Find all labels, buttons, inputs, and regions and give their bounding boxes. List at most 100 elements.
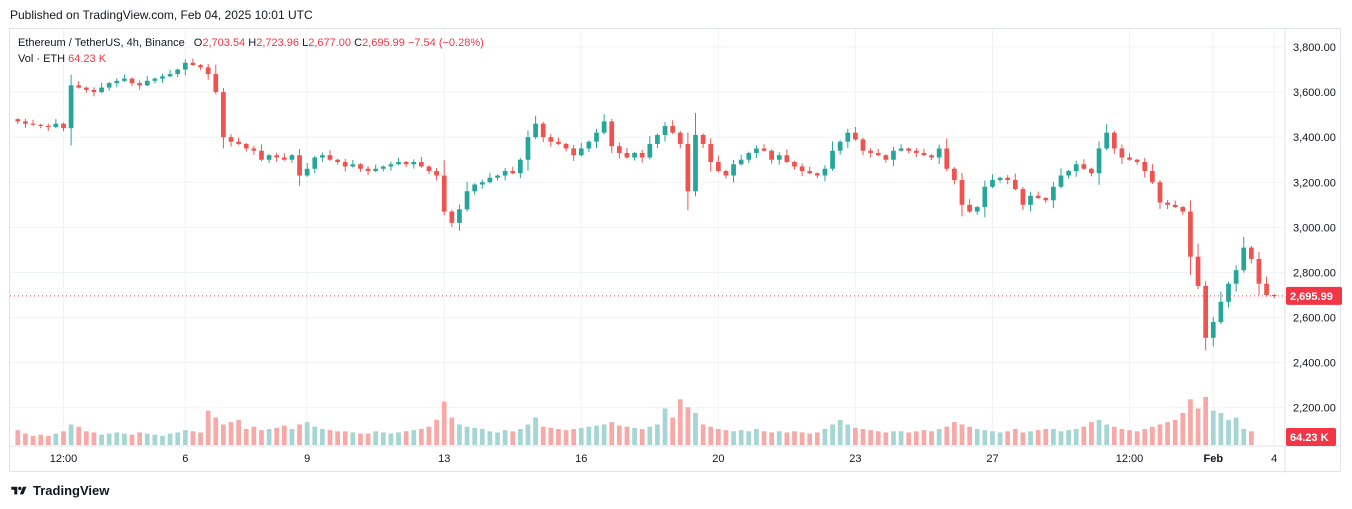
volume-bar (114, 432, 120, 445)
time-tick-label: 6 (182, 453, 188, 465)
volume-bar (624, 426, 630, 445)
volume-label[interactable]: Vol · ETH (18, 53, 66, 65)
candle-body (1066, 171, 1071, 176)
volume-bar (693, 413, 698, 445)
volume-bar (723, 430, 729, 445)
volume-bar (441, 401, 447, 445)
volume-bar (281, 425, 287, 445)
volume-bar (365, 433, 371, 445)
candle-body (982, 186, 988, 208)
volume-bar (236, 419, 241, 445)
candle-body (441, 175, 447, 212)
chart-panel[interactable]: 3,800.00 3,600.00 3,400.00 3,200.00 3,000.00… (9, 28, 1342, 473)
candle-body (122, 78, 127, 81)
candle-body (373, 168, 379, 172)
volume-value: 64.23 K (68, 53, 107, 65)
candle-body (578, 148, 584, 156)
time-tick-label: 20 (712, 453, 724, 465)
candle-body (510, 171, 516, 174)
candle-body (1081, 164, 1087, 169)
volume-bar (639, 429, 645, 445)
low-label: L (302, 37, 309, 49)
candle-body (525, 137, 531, 160)
candle-body (548, 137, 554, 142)
volume-bar (746, 431, 752, 445)
volume-bar (152, 434, 158, 445)
volume-bar (754, 429, 759, 445)
volume-bar (487, 431, 493, 445)
volume-bar (373, 431, 379, 445)
candle-body (1203, 285, 1209, 338)
volume-bar (601, 424, 607, 445)
tradingview-logo[interactable]: TradingView (10, 483, 109, 498)
candle-body (30, 123, 36, 125)
volume-bar (578, 427, 584, 445)
volume-bar (213, 417, 219, 445)
candle-body (898, 148, 904, 151)
volume-bar (708, 426, 714, 445)
volume-bar (761, 431, 767, 445)
time-tick-label: 27 (986, 453, 998, 465)
volume-bar (616, 425, 622, 445)
volume-bar (1051, 429, 1056, 445)
candle-body (952, 168, 957, 181)
candle-body (53, 123, 59, 128)
volume-bar (1172, 419, 1178, 445)
volume-bar (243, 429, 249, 445)
volume-bar (952, 422, 957, 445)
candle-body (906, 148, 912, 151)
volume-bar (845, 424, 851, 445)
volume-bar (1012, 429, 1018, 445)
candle-body (1241, 247, 1247, 271)
open-value: 2,703.54 (202, 37, 246, 49)
candle-body (1104, 132, 1110, 149)
candle-body (662, 125, 668, 135)
time-tick-label: Feb (1203, 453, 1223, 465)
candle-body (320, 155, 325, 158)
published-caption: Published on TradingView.com, Feb 04, 20… (10, 8, 313, 22)
candle-body (289, 155, 295, 160)
candle-body (921, 152, 927, 156)
price-tick-label: 3,200.00 (1293, 177, 1336, 189)
candle-body (799, 166, 805, 172)
volume-bar (936, 429, 942, 445)
volume-bar (122, 433, 127, 445)
candle-body (563, 143, 569, 149)
volume-bar (921, 430, 927, 445)
price-tick-label: 2,400.00 (1293, 358, 1336, 370)
candle-body (944, 148, 950, 169)
candle-body (342, 161, 348, 167)
volume-bar (342, 431, 348, 445)
time-tick-label: 13 (438, 453, 450, 465)
volume-bar (53, 433, 59, 445)
candle-body (616, 146, 622, 153)
candle-body (609, 121, 615, 147)
candle-body (601, 121, 607, 133)
candle-body (38, 124, 44, 126)
candle-body (639, 152, 645, 158)
candle-body (594, 132, 599, 142)
volume-bar (571, 429, 577, 445)
candle-body (647, 143, 653, 158)
volume-bar (1104, 424, 1110, 445)
volume-bar (853, 427, 858, 445)
volume-bar (83, 431, 89, 445)
volume-bar (1134, 431, 1140, 445)
volume-bar (205, 410, 211, 445)
volume-bar (68, 424, 74, 445)
candle-body (457, 209, 462, 223)
volume-bar (837, 419, 843, 445)
candle-body (540, 123, 546, 138)
candle-body (434, 171, 439, 176)
volume-bar (23, 433, 28, 445)
candle-body (182, 62, 188, 70)
candlestick-chart[interactable]: 3,800.00 3,600.00 3,400.00 3,200.00 3,000.00… (10, 29, 1342, 473)
volume-row: Vol · ETH 64.23 K (18, 51, 484, 67)
volume-bar (1226, 419, 1231, 445)
last-volume-label: 64.23 K (1290, 432, 1329, 444)
symbol-title[interactable]: Ethereum / TetherUS, 4h, Binance (18, 37, 185, 49)
candle-body (860, 139, 866, 151)
high-value: 2,723.96 (256, 37, 300, 49)
volume-bar (1241, 429, 1247, 445)
candle-body (236, 141, 241, 144)
